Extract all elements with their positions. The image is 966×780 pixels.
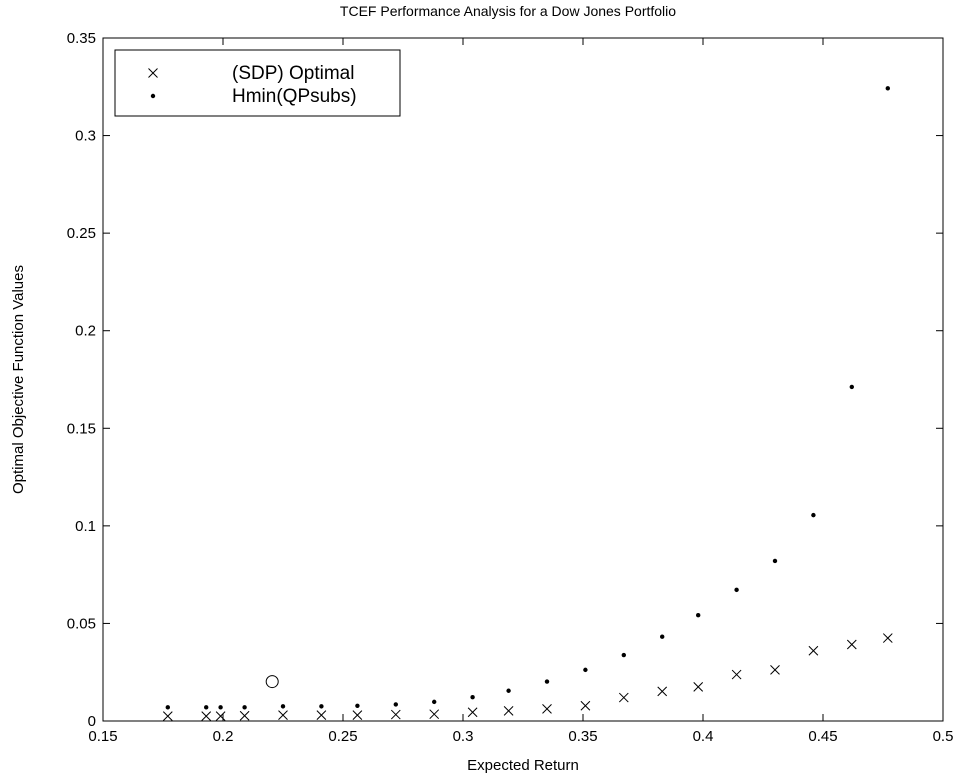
sdp-optimal-point	[731, 669, 742, 680]
hmin-qpsubs-point	[280, 704, 286, 709]
axis-ticks	[102, 37, 944, 722]
sdp-optimal-point	[239, 710, 250, 721]
hmin-qpsubs-point	[660, 634, 665, 639]
x-tick-label: 0.5	[933, 728, 954, 745]
x-tick-label: 0.45	[808, 728, 837, 745]
y-axis-tick-labels: 0 0.05 0.1 0.15 0.2 0.25 0.3 0.35	[67, 30, 96, 730]
y-tick-label: 0.05	[67, 615, 96, 632]
sdp-optimal-point	[657, 686, 668, 697]
legend-marker-hmin-qpsubs	[150, 93, 156, 99]
legend: (SDP) Optimal Hmin(QPsubs)	[114, 49, 401, 117]
hmin-qpsubs-point	[885, 86, 890, 91]
x-tick-label: 0.35	[568, 728, 597, 745]
hmin-qpsubs-point	[583, 667, 588, 673]
hmin-qpsubs-point	[393, 702, 398, 707]
sdp-optimal-point	[278, 710, 288, 720]
hmin-qpsubs-point	[621, 652, 626, 658]
hmin-qpsubs-point	[355, 703, 360, 708]
x-axis-label: Expected Return	[467, 757, 579, 774]
hmin-qpsubs-point	[734, 587, 739, 593]
sdp-optimal-point	[770, 665, 780, 675]
legend-x-marker	[148, 68, 158, 78]
x-tick-label: 0.2	[213, 728, 234, 745]
sdp-optimal-point	[201, 711, 212, 721]
sdp-optimal-point	[693, 681, 704, 692]
sdp-optimal-point	[542, 704, 552, 714]
y-tick-label: 0.25	[67, 225, 96, 242]
sdp-optimal-point	[618, 692, 629, 703]
sdp-optimal-point	[215, 711, 226, 721]
hmin-qpsubs-point	[849, 384, 854, 390]
sdp-optimal-point	[429, 709, 440, 720]
hmin-qpsubs-point	[165, 705, 170, 710]
hmin-qpsubs-point	[242, 705, 247, 710]
legend-box	[114, 49, 401, 117]
hmin-qpsubs-point	[811, 512, 816, 518]
hmin-qpsubs-point	[204, 705, 209, 710]
sdp-optimal-point	[316, 710, 327, 720]
hmin-qpsubs-point	[506, 688, 511, 693]
hmin-qpsubs-point	[544, 679, 550, 684]
sdp-optimal-point	[580, 700, 591, 711]
x-tick-label: 0.25	[328, 728, 357, 745]
y-axis-label: Optimal Objective Function Values	[10, 265, 27, 494]
legend-marker-sdp-optimal	[148, 68, 158, 78]
hmin-qpsubs-point	[772, 558, 778, 564]
sdp-optimal-point	[846, 639, 857, 650]
hmin-qpsubs-point	[432, 699, 437, 705]
sdp-optimal-point	[503, 705, 514, 716]
annotation-circle-marker	[265, 675, 279, 689]
y-tick-label: 0.3	[75, 128, 96, 145]
y-tick-label: 0.35	[67, 30, 96, 47]
x-tick-label: 0.4	[693, 728, 714, 745]
sdp-optimal-point	[467, 707, 478, 718]
hmin-qpsubs-point	[470, 694, 475, 700]
legend-label-hmin-qpsubs: Hmin(QPsubs)	[232, 86, 357, 107]
sdp-optimal-point	[162, 711, 173, 721]
hmin-qpsubs-point	[218, 705, 223, 710]
hmin-qpsubs-point	[696, 613, 701, 618]
y-tick-label: 0.1	[75, 518, 96, 535]
legend-label-sdp-optimal: (SDP) Optimal	[232, 63, 354, 84]
data-marks	[162, 86, 893, 721]
sdp-optimal-point	[808, 645, 819, 656]
x-tick-label: 0.15	[88, 728, 117, 745]
hmin-qpsubs-point	[319, 704, 324, 709]
sdp-optimal-point	[390, 709, 401, 720]
y-tick-label: 0.15	[67, 420, 96, 437]
chart-title: TCEF Performance Analysis for a Dow Jone…	[340, 3, 676, 19]
y-tick-label: 0	[88, 713, 96, 730]
plot-area-frame	[102, 37, 944, 722]
x-axis-tick-labels: 0.15 0.2 0.25 0.3 0.35 0.4 0.45 0.5	[88, 728, 953, 745]
sdp-optimal-point	[882, 633, 893, 643]
legend-dot-marker	[150, 93, 156, 99]
y-tick-label: 0.2	[75, 323, 96, 340]
x-tick-label: 0.3	[453, 728, 474, 745]
sdp-optimal-point	[352, 710, 363, 720]
